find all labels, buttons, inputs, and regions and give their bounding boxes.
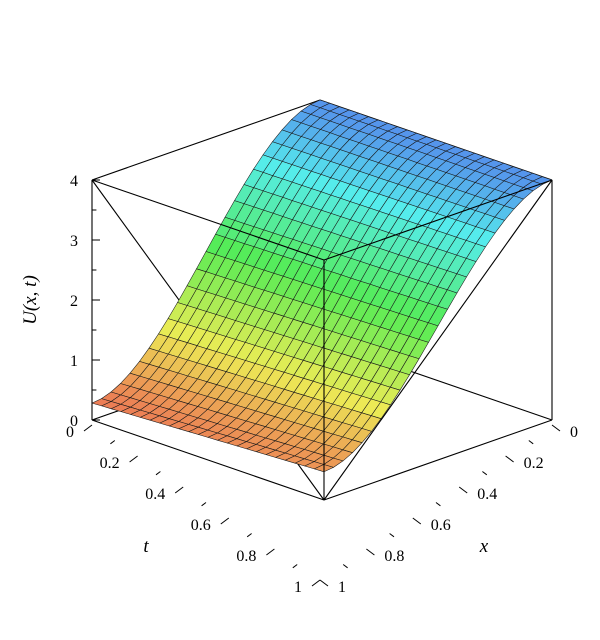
t-axis-tick bbox=[220, 517, 230, 525]
t-axis-tick-label: 1 bbox=[294, 579, 302, 596]
t-axis-tick-label: 0 bbox=[66, 424, 74, 441]
t-axis-tick bbox=[311, 579, 321, 587]
z-axis-tick-label: 2 bbox=[70, 293, 78, 310]
z-axis-label: U(x, t) bbox=[20, 275, 41, 325]
t-axis-tick bbox=[155, 471, 161, 476]
t-axis-tick-label: 0.4 bbox=[145, 486, 165, 503]
t-axis-tick-label: 0.2 bbox=[100, 455, 120, 472]
t-axis-tick bbox=[129, 455, 138, 463]
z-axis-tick-label: 0 bbox=[70, 413, 78, 430]
x-axis: 0 0.2 0.4 0.6 0.8 1 bbox=[319, 424, 578, 596]
x-axis-tick-label: 0.2 bbox=[524, 455, 544, 472]
x-axis-tick bbox=[551, 424, 561, 432]
x-axis-tick bbox=[482, 471, 488, 476]
t-axis-tick-label: 0.8 bbox=[236, 548, 256, 565]
x-axis-tick-label: 0 bbox=[570, 424, 578, 441]
z-axis-tick-label: 3 bbox=[70, 233, 78, 250]
x-axis-tick bbox=[412, 517, 422, 525]
box-edge-front-3 bbox=[91, 179, 325, 261]
x-axis-tick bbox=[319, 579, 329, 587]
t-axis-tick bbox=[83, 424, 93, 432]
x-axis-tick-label: 0.6 bbox=[431, 517, 451, 534]
x-axis-tick bbox=[435, 502, 441, 507]
box-edge-front-1 bbox=[323, 419, 553, 501]
t-axis: 0 0.2 0.4 0.6 0.8 1 bbox=[66, 424, 321, 596]
surface-mesh bbox=[91, 99, 553, 473]
x-axis-tick-label: 0.8 bbox=[384, 548, 404, 565]
z-axis: 0 1 2 3 4 bbox=[70, 173, 100, 430]
t-axis-tick bbox=[292, 564, 298, 569]
x-axis-label: x bbox=[479, 536, 489, 557]
x-axis-tick bbox=[505, 455, 514, 463]
x-axis-tick bbox=[342, 564, 348, 569]
x-axis-tick-label: 0.4 bbox=[477, 486, 497, 503]
t-axis-label: t bbox=[143, 536, 149, 557]
t-axis-tick bbox=[201, 502, 207, 507]
z-axis-tick-label: 1 bbox=[70, 353, 78, 370]
x-axis-tick bbox=[366, 548, 375, 556]
x-axis-tick bbox=[389, 533, 395, 538]
t-axis-tick bbox=[110, 440, 116, 445]
t-axis-tick bbox=[174, 486, 184, 494]
box-edge-front-4 bbox=[323, 179, 553, 261]
box-edge-front-0 bbox=[91, 419, 325, 501]
z-axis-tick-label: 4 bbox=[70, 173, 78, 190]
x-axis-tick bbox=[458, 486, 468, 494]
t-axis-tick bbox=[246, 533, 252, 538]
box-edge-back-2 bbox=[91, 99, 321, 181]
t-axis-tick bbox=[266, 548, 275, 556]
t-axis-tick-label: 0.6 bbox=[191, 517, 211, 534]
x-axis-tick-label: 1 bbox=[338, 579, 346, 596]
x-axis-tick bbox=[528, 440, 534, 445]
box-edge-back-6 bbox=[323, 179, 553, 501]
